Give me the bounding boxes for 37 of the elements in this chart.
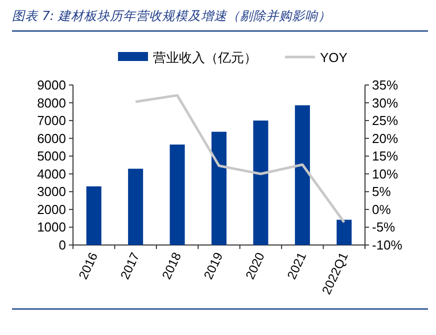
y-tick-label: 4000 — [37, 166, 66, 182]
y2-tick-label: 20% — [372, 130, 398, 146]
legend-label: YOY — [320, 50, 348, 65]
y2-tick-label: 15% — [372, 148, 398, 164]
bar — [170, 144, 185, 245]
x-tick-label: 2016 — [76, 250, 101, 282]
bar — [128, 168, 144, 245]
y-tick-label: 6000 — [37, 130, 66, 146]
y-tick-label: 3000 — [37, 184, 66, 200]
y-tick-label: 9000 — [37, 78, 66, 92]
y2-tick-label: -5% — [372, 220, 396, 235]
x-tick-label: 2021 — [284, 250, 310, 282]
y2-tick-label: 30% — [372, 95, 398, 110]
x-tick-label: 2019 — [201, 250, 226, 282]
y2-tick-label: 10% — [372, 166, 398, 182]
y-tick-label: 2000 — [37, 202, 66, 217]
bar — [294, 105, 310, 245]
x-tick-label: 2017 — [118, 250, 142, 282]
bar — [211, 132, 227, 245]
bar — [253, 120, 268, 245]
y-tick-label: 0 — [58, 238, 66, 252]
x-tick-label: 2020 — [242, 250, 268, 282]
bar — [86, 186, 102, 245]
legend-label: 营业收入（亿元） — [153, 50, 257, 65]
y2-tick-label: 25% — [372, 113, 398, 128]
y-tick-label: 7000 — [37, 113, 66, 128]
y-tick-label: 1000 — [37, 220, 66, 235]
x-tick-label: 2018 — [160, 250, 184, 282]
y-tick-label: 8000 — [37, 95, 66, 110]
y2-tick-label: 5% — [372, 184, 392, 200]
line-series — [134, 94, 346, 224]
bar — [336, 220, 352, 245]
y2-tick-label: 35% — [372, 78, 398, 92]
y-tick-label: 5000 — [37, 148, 66, 164]
y2-tick-label: -10% — [372, 238, 403, 252]
chart-title: 图表 7: 建材板块历年营收规模及增速（剔除并购影响） — [12, 8, 332, 23]
y2-tick-label: 0% — [372, 202, 392, 217]
